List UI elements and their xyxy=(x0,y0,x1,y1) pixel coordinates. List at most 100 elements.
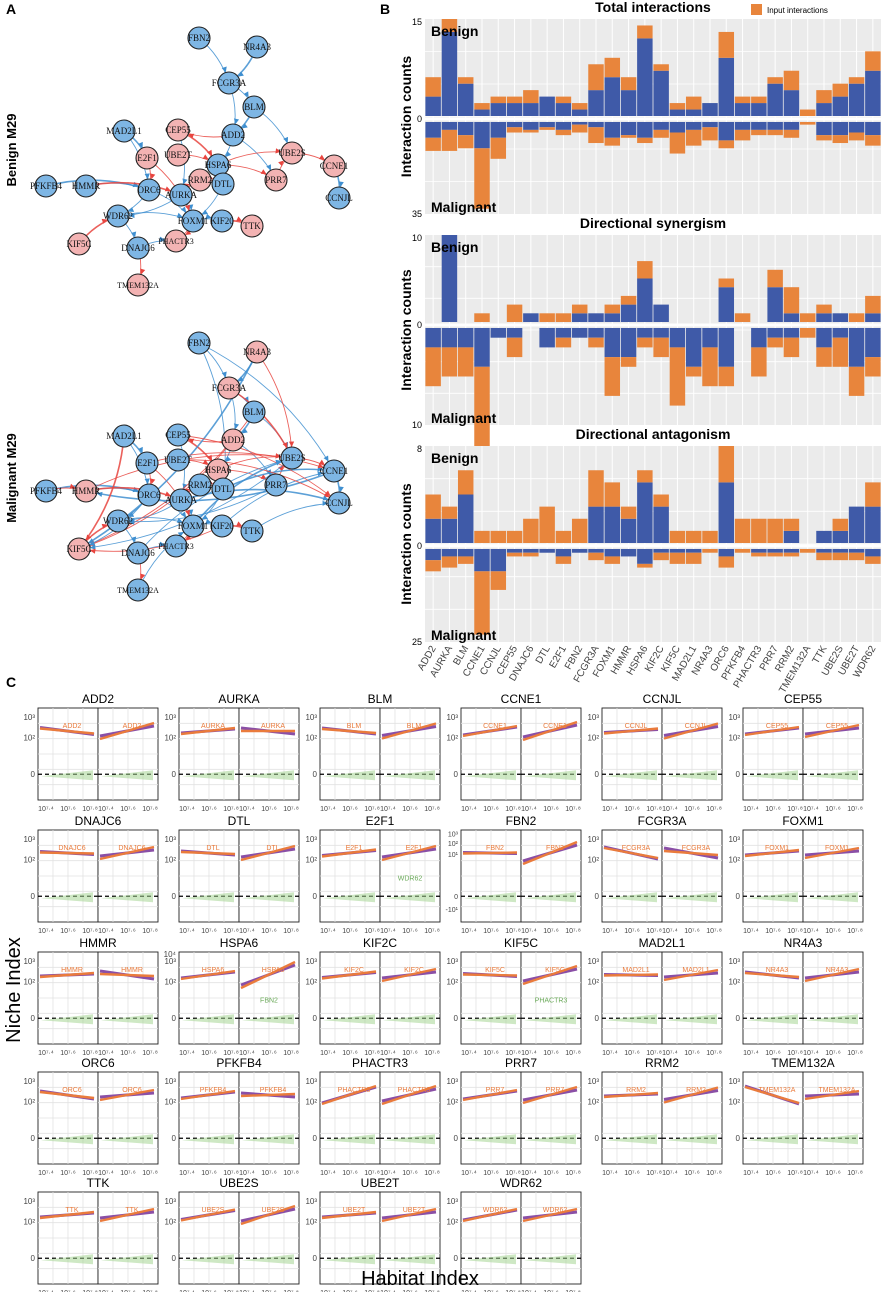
bar-benign-input xyxy=(457,77,474,84)
facet-title: ORC6 xyxy=(81,1056,115,1070)
x-tick-label: 10⁷·⁸ xyxy=(82,1050,98,1057)
green-band xyxy=(383,1134,435,1145)
bar-malignant-output xyxy=(718,122,735,141)
gene-line-label: WDR62 xyxy=(543,1207,568,1214)
bar-malignant-input xyxy=(832,337,849,367)
facet-ube2t: UBE2T UBE2T 10⁷·⁴ 10⁷·⁶ 10⁷·⁸ UBE2T 10⁷·⁴ 10⁷·⁶… xyxy=(305,1176,441,1292)
x-tick-label: 10⁷·⁸ xyxy=(364,928,380,935)
bar-benign-input xyxy=(783,518,800,531)
bar-malignant-output xyxy=(474,328,490,367)
bar-benign-input xyxy=(783,70,800,91)
bar-malignant-input xyxy=(523,552,539,557)
node-label: E2F1 xyxy=(137,153,157,163)
x-tick-label: 10⁷·⁶ xyxy=(60,1050,76,1057)
y-tick-label: 10² xyxy=(728,977,740,986)
x-tick-label: 10⁷·⁴ xyxy=(521,1290,537,1292)
x-tick-label: 10⁷·⁶ xyxy=(825,1050,841,1057)
gene-line-label: ADD2 xyxy=(123,723,142,730)
y-tick-zero: 0 xyxy=(31,770,36,779)
y-tick-zero: 0 xyxy=(313,892,318,901)
bar-malignant-input xyxy=(457,556,474,564)
y-tick-label: 10² xyxy=(446,733,458,742)
bar-malignant-input xyxy=(799,328,816,338)
bar-malignant-input xyxy=(865,135,881,146)
facet-e2f1: E2F1 E2F1 10⁷·⁴ 10⁷·⁶ 10⁷·⁸ E2F1 10⁷·⁴ 10⁷·⁶ 10⁷… xyxy=(305,814,441,935)
bar-benign-input xyxy=(734,96,751,104)
edge-arrowhead xyxy=(278,465,284,472)
bar-malignant-output xyxy=(653,328,669,338)
network-node xyxy=(135,451,159,475)
bar-malignant-output xyxy=(685,549,702,553)
edge-arrowhead xyxy=(89,540,96,546)
bar-malignant-output xyxy=(441,549,458,557)
green-band xyxy=(323,1134,375,1145)
bar-malignant-output xyxy=(637,122,653,138)
niche-line-orange xyxy=(381,1207,437,1223)
bar-benign-input xyxy=(848,77,865,84)
network-node xyxy=(217,71,241,95)
gene-line-label: HSPA6 xyxy=(202,967,225,974)
bar-malignant-output xyxy=(637,549,653,564)
x-tick-label: 10⁷·⁴ xyxy=(179,806,195,813)
bar-malignant-output xyxy=(539,549,555,553)
bar-malignant-output xyxy=(620,122,637,136)
y-tick-label: 10³ xyxy=(164,1197,176,1206)
gene-line-label: PHACTR3 xyxy=(338,1087,371,1094)
bar-benign-input xyxy=(751,518,767,543)
green-band xyxy=(464,1014,516,1025)
facet-title: DTL xyxy=(228,814,251,828)
y-tick-zero: 0 xyxy=(417,541,422,551)
edge-arrowhead xyxy=(205,213,212,219)
gene-line-label: KIF2C xyxy=(344,967,364,974)
edge-arrowhead xyxy=(202,154,209,160)
bar-malignant-output xyxy=(425,122,441,138)
edge-arrowhead xyxy=(202,514,209,520)
y-tick-label: 10³ xyxy=(305,1197,317,1206)
green-band xyxy=(323,1254,375,1265)
network-node xyxy=(327,186,351,210)
bar-malignant-output xyxy=(555,122,572,130)
edge-arrowhead xyxy=(236,521,243,527)
bar-malignant-output xyxy=(832,122,849,136)
gene-line-label: KIF5C xyxy=(485,967,505,974)
x-tick-label: 10⁷·⁸ xyxy=(847,1050,863,1057)
bar-malignant-input xyxy=(799,122,816,125)
network-node xyxy=(322,154,346,178)
bar-malignant-output xyxy=(751,328,767,348)
gene-line-label: HMMR xyxy=(61,967,83,974)
niche-line-orange xyxy=(381,722,437,740)
y-tick-label: 10³ xyxy=(587,713,599,722)
green-band xyxy=(323,892,375,903)
y-tick-label: 10² xyxy=(587,977,599,986)
x-tick-label: 10⁷·⁴ xyxy=(320,806,336,813)
bar-malignant-output xyxy=(832,549,849,553)
gene-line-label: UBE2T xyxy=(403,1207,426,1214)
facet-title: TMEM132A xyxy=(771,1056,834,1070)
bar-benign-input xyxy=(474,313,490,322)
bar-malignant-output xyxy=(604,122,621,138)
niche-line-orange xyxy=(99,721,155,741)
x-tick-label: 10⁷·⁸ xyxy=(82,928,98,935)
bar-benign-output xyxy=(653,70,669,116)
bar-benign-input xyxy=(441,506,458,519)
bar-malignant-output xyxy=(571,122,588,125)
subplot-title: Total interactions xyxy=(595,0,711,15)
bar-benign-input xyxy=(669,103,686,110)
bar-benign-output xyxy=(441,235,458,322)
network-node xyxy=(210,209,234,233)
facet-title: DNAJC6 xyxy=(75,814,122,828)
x-tick-label: 10⁷·⁴ xyxy=(320,928,336,935)
gene-line-label: DTL xyxy=(266,845,279,852)
bar-benign-input xyxy=(620,77,637,91)
bar-malignant-input xyxy=(734,129,751,141)
bar-malignant-input xyxy=(637,563,653,568)
bar-malignant-input xyxy=(490,571,507,590)
x-tick-label: 10⁷·⁶ xyxy=(201,1050,217,1057)
x-tick-label: 10⁷·⁶ xyxy=(60,928,76,935)
node-label: TTK xyxy=(243,526,261,536)
bar-benign-output xyxy=(751,103,767,116)
facet-title: E2F1 xyxy=(366,814,395,828)
x-tick-label: 10⁷·⁸ xyxy=(706,806,722,813)
edge-arrowhead xyxy=(177,531,184,538)
network-edge xyxy=(117,484,277,523)
